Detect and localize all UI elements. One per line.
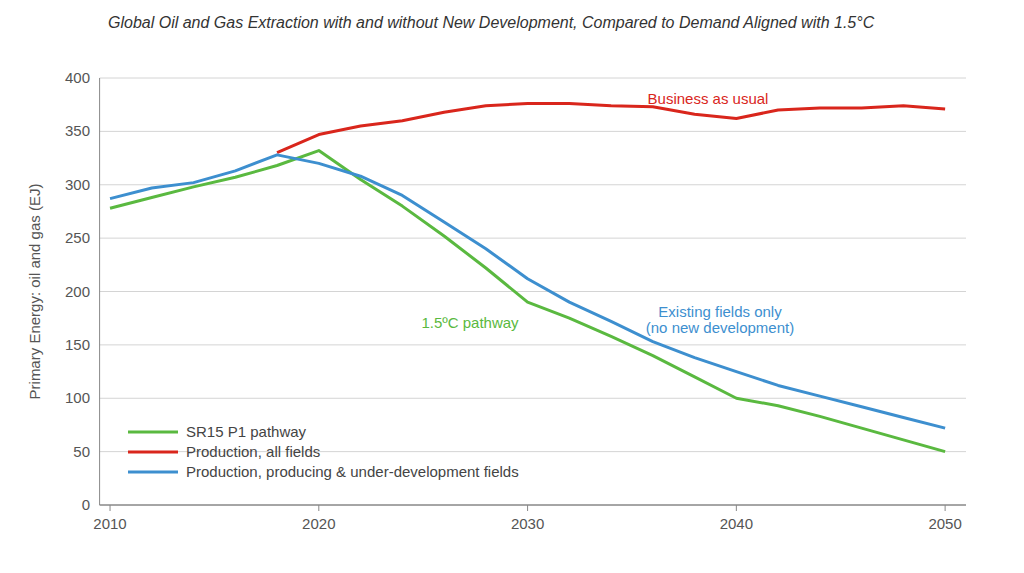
grid-line xyxy=(100,184,966,185)
y-axis-label: Primary Energy: oil and gas (EJ) xyxy=(26,184,43,400)
series-line xyxy=(110,155,945,428)
legend-swatch xyxy=(128,431,178,434)
y-tick-label: 400 xyxy=(65,69,90,86)
x-tick-label: 2030 xyxy=(511,515,544,532)
y-tick-label: 100 xyxy=(65,389,90,406)
x-tick xyxy=(945,505,946,511)
series-line xyxy=(110,151,945,452)
x-tick xyxy=(527,505,528,511)
x-tick-label: 2010 xyxy=(93,515,126,532)
grid-line xyxy=(100,238,966,239)
grid-line xyxy=(100,505,966,506)
legend-label: Production, all fields xyxy=(186,443,320,460)
legend-swatch xyxy=(128,451,178,454)
series-line xyxy=(277,104,945,153)
y-tick-label: 250 xyxy=(65,229,90,246)
y-tick-label: 50 xyxy=(73,443,90,460)
grid-line xyxy=(100,344,966,345)
y-tick-label: 150 xyxy=(65,336,90,353)
x-tick xyxy=(736,505,737,511)
annotation: Business as usual xyxy=(648,90,769,107)
grid-line xyxy=(100,291,966,292)
y-tick-label: 300 xyxy=(65,176,90,193)
title: Global Oil and Gas Extraction with and w… xyxy=(108,14,875,31)
annotation: Existing fields only xyxy=(658,303,782,320)
grid-line xyxy=(100,131,966,132)
x-tick xyxy=(110,505,111,511)
annotation: 1.5ºC pathway xyxy=(421,314,519,331)
x-tick-label: 2050 xyxy=(928,515,961,532)
series-group xyxy=(110,104,945,452)
x-tick xyxy=(318,505,319,511)
legend-label: SR15 P1 pathway xyxy=(186,423,307,440)
y-tick-label: 200 xyxy=(65,283,90,300)
legend-label: Production, producing & under-developmen… xyxy=(186,463,519,480)
grid-line xyxy=(100,78,966,79)
grid-line xyxy=(100,398,966,399)
x-axis-line xyxy=(100,505,966,506)
y-tick-label: 350 xyxy=(65,122,90,139)
chart: Global Oil and Gas Extraction with and w… xyxy=(0,0,1024,573)
y-axis-line xyxy=(99,78,100,505)
y-tick-label: 0 xyxy=(82,496,90,513)
x-tick-label: 2020 xyxy=(302,515,335,532)
legend-swatch xyxy=(128,471,178,474)
x-tick-label: 2040 xyxy=(720,515,753,532)
annotation: (no new development) xyxy=(646,319,794,336)
